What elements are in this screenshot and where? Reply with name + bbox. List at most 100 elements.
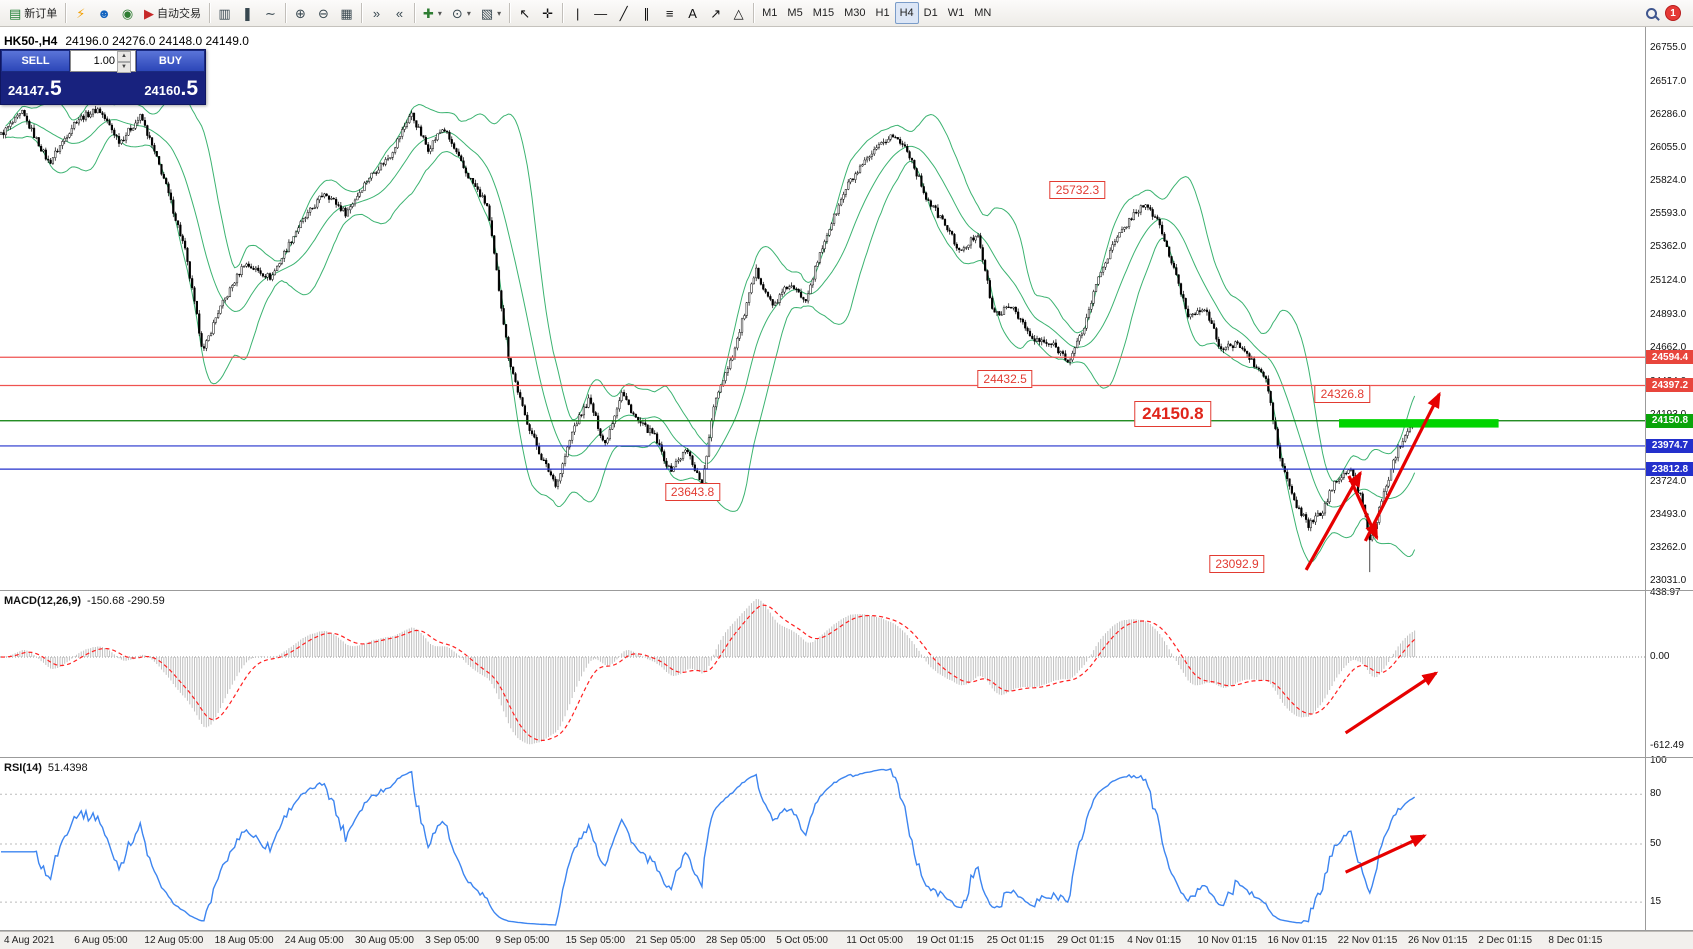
buy-price: 24160.5 <box>144 78 198 99</box>
date-axis-label: 26 Nov 01:15 <box>1408 935 1468 946</box>
timeframe-d1-label: D1 <box>923 7 938 19</box>
draw-text-button-icon: A <box>688 5 697 21</box>
rsi-label: RSI(14) 51.4398 <box>4 762 88 774</box>
draw-arrows-button[interactable]: ↗ <box>704 2 727 24</box>
zoom-out-button[interactable]: ⊖ <box>312 2 335 24</box>
timeframe-mn[interactable]: MN <box>969 2 996 24</box>
price-annotation-24326.8[interactable]: 24326.8 <box>1314 384 1371 403</box>
templates-button-icon: ▧ <box>480 5 494 21</box>
new-order-button-label: 新订单 <box>24 8 58 20</box>
price-axis-label: 25124.0 <box>1650 275 1687 287</box>
draw-hline-button[interactable]: — <box>589 2 612 24</box>
timeframe-m30-label: M30 <box>844 7 866 19</box>
crosshair-button[interactable]: ✛ <box>536 2 559 24</box>
trend-arrow <box>1363 391 1441 542</box>
candlestick-chart[interactable] <box>0 27 1645 590</box>
timeframe-m30[interactable]: M30 <box>839 2 870 24</box>
indicators-button[interactable]: ✚ ▾ <box>418 2 447 24</box>
toolbar-separator <box>509 3 511 23</box>
main-toolbar: ▤ 新订单 ⚡ ☻ ◉ ▶ 自动交易 ▥ ❚ ∼ ⊕ ⊖ ▦» «✚ ▾ ⊙ ▾ ▧ ▾ ↖ ✛ | — ╱ ∥ ≡ A ↗ △ M1 M5… <box>0 0 1693 27</box>
date-axis-label: 28 Sep 05:00 <box>706 935 766 946</box>
price-annotation-23643.8[interactable]: 23643.8 <box>664 483 721 502</box>
panel-separator[interactable] <box>0 590 1693 591</box>
panel-separator <box>0 930 1693 931</box>
indicators-button-caret: ▾ <box>437 8 442 18</box>
price-annotation-24432.5[interactable]: 24432.5 <box>977 370 1033 389</box>
community-button[interactable]: ☻ <box>92 2 116 24</box>
toolbar-separator <box>65 3 67 23</box>
chart-shift-button[interactable]: « <box>388 2 411 24</box>
date-axis-label: 18 Aug 05:00 <box>214 935 274 946</box>
new-order-button[interactable]: ▤ 新订单 <box>4 2 62 24</box>
draw-arrows-button-icon: ↗ <box>710 5 722 21</box>
draw-fibonacci-button[interactable]: ≡ <box>658 2 681 24</box>
price-tag-24397.2: 24397.2 <box>1646 378 1693 393</box>
periods-button-icon: ⊙ <box>451 5 463 21</box>
timeframe-d1[interactable]: D1 <box>919 2 943 24</box>
timeframe-h1[interactable]: H1 <box>871 2 895 24</box>
candlesticks <box>0 105 1416 573</box>
timeframe-h4[interactable]: H4 <box>894 2 919 24</box>
draw-vline-button[interactable]: | <box>566 2 589 24</box>
date-axis-label: 11 Oct 05:00 <box>846 935 903 946</box>
draw-trendline-button-icon: ╱ <box>619 5 628 21</box>
autotrading-button[interactable]: ▶ 自动交易 <box>139 2 206 24</box>
timeframe-m1[interactable]: M1 <box>757 2 782 24</box>
market-button[interactable]: ◉ <box>116 2 139 24</box>
timeframe-w1[interactable]: W1 <box>943 2 970 24</box>
panel-separator[interactable] <box>0 757 1693 758</box>
rsi-axis-label: 15 <box>1650 896 1662 908</box>
timeframe-m15[interactable]: M15 <box>808 2 839 24</box>
chart-candles-button[interactable]: ❚ <box>236 2 259 24</box>
rsi-chart[interactable] <box>0 758 1645 930</box>
draw-text-button[interactable]: A <box>681 2 704 24</box>
price-tag-23974.7: 23974.7 <box>1646 438 1693 453</box>
chart-ohlc-readout: 24196.0 24276.0 24148.0 24149.0 <box>65 34 249 48</box>
price-annotation-24150.8[interactable]: 24150.8 <box>1134 401 1212 428</box>
price-axis-label: 26055.0 <box>1650 142 1687 154</box>
date-axis-label: 4 Nov 01:15 <box>1127 935 1182 946</box>
rsi-name: RSI(14) <box>4 762 42 774</box>
tile-windows-button[interactable]: ▦ <box>335 2 358 24</box>
mql5-button[interactable]: ⚡ <box>69 2 92 24</box>
macd-axis-label: 438.97 <box>1650 587 1681 599</box>
chart-bars-button[interactable]: ▥ <box>213 2 236 24</box>
templates-button-caret: ▾ <box>497 8 502 18</box>
chart-line-button[interactable]: ∼ <box>259 2 282 24</box>
auto-scroll-button[interactable]: » <box>365 2 388 24</box>
buy-price-frac: .5 <box>180 76 198 100</box>
draw-shapes-button[interactable]: △ <box>727 2 750 24</box>
price-annotation-23092.9[interactable]: 23092.9 <box>1209 554 1265 573</box>
notifications-badge[interactable]: 1 <box>1665 5 1681 21</box>
date-axis-label: 12 Aug 05:00 <box>144 935 204 946</box>
date-axis-label: 16 Nov 01:15 <box>1267 935 1328 946</box>
volume-up-button[interactable]: ▲ <box>117 51 131 62</box>
price-annotation-25732.3[interactable]: 25732.3 <box>1049 181 1106 200</box>
cursor-button[interactable]: ↖ <box>513 2 536 24</box>
periods-button[interactable]: ⊙ ▾ <box>447 2 476 24</box>
buy-button[interactable]: BUY <box>136 50 205 72</box>
sell-button[interactable]: SELL <box>1 50 70 72</box>
volume-down-button[interactable]: ▼ <box>117 62 131 73</box>
price-chart-panel[interactable]: HK50-,H4 24196.0 24276.0 24148.0 24149.0 … <box>0 27 1645 590</box>
rsi-panel[interactable]: RSI(14) 51.4398 <box>0 758 1645 930</box>
macd-panel[interactable]: MACD(12,26,9) -150.68 -290.59 <box>0 591 1645 757</box>
templates-button[interactable]: ▧ ▾ <box>476 2 506 24</box>
volume-input[interactable] <box>71 51 117 71</box>
timeframe-m5-label: M5 <box>787 7 803 19</box>
auto-scroll-button-icon: » <box>372 5 381 21</box>
draw-channel-button[interactable]: ∥ <box>635 2 658 24</box>
price-tag-24594.4: 24594.4 <box>1646 350 1693 365</box>
zoom-in-button[interactable]: ⊕ <box>289 2 312 24</box>
timeframe-m5[interactable]: M5 <box>782 2 807 24</box>
price-axis-label: 23493.0 <box>1650 508 1687 520</box>
macd-name: MACD(12,26,9) <box>4 595 82 607</box>
rsi-axis-label: 50 <box>1650 838 1662 849</box>
search-icon[interactable] <box>1646 7 1657 19</box>
mql5-button-icon: ⚡ <box>76 5 86 21</box>
draw-trendline-button[interactable]: ╱ <box>612 2 635 24</box>
macd-chart[interactable] <box>0 591 1645 757</box>
date-axis-label: 2 Dec 01:15 <box>1478 935 1533 946</box>
rsi-trend-arrow <box>1344 834 1427 874</box>
rsi-line <box>1 768 1416 926</box>
